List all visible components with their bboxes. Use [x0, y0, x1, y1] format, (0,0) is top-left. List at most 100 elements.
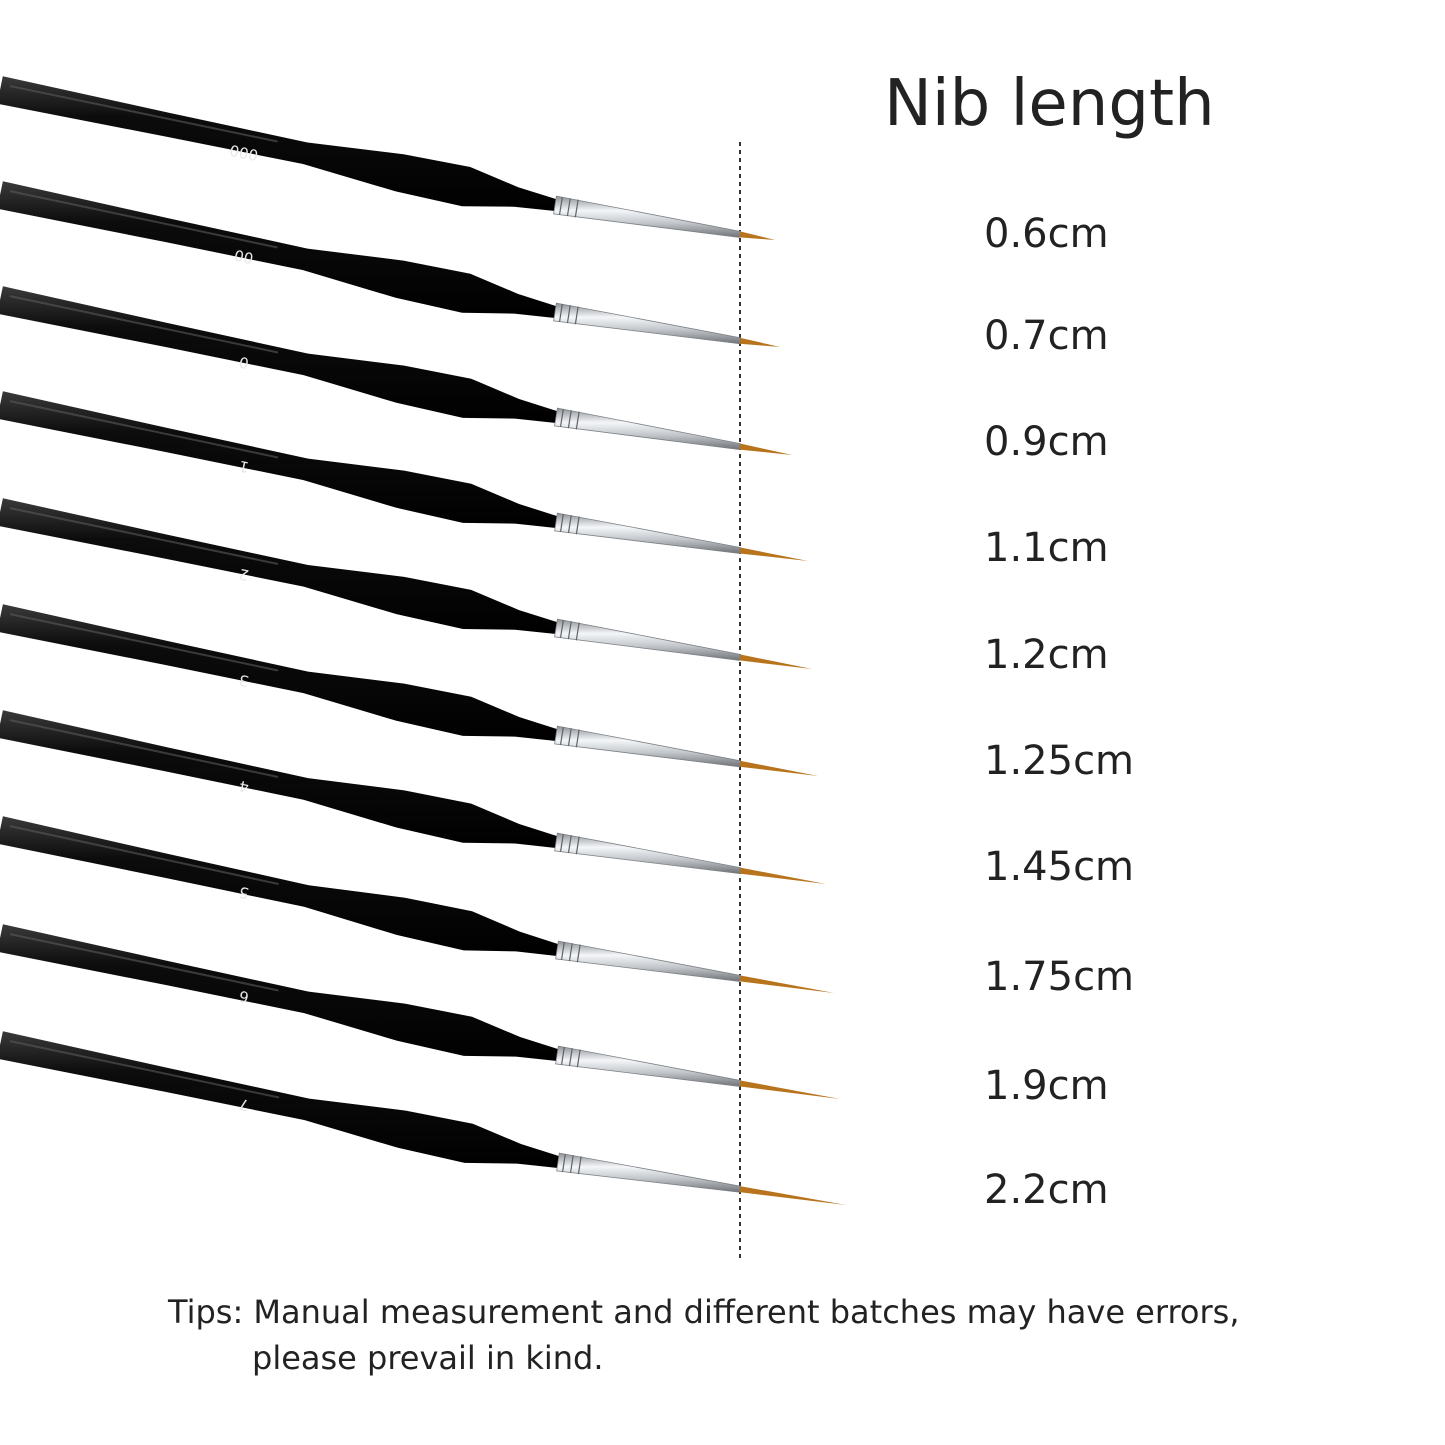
- brush-size-label: 0: [237, 353, 250, 373]
- brush-handle: [0, 391, 558, 528]
- handle-highlight: [9, 400, 279, 459]
- nib-length-label: 0.9cm: [984, 419, 1109, 465]
- paint-brush: 6: [0, 924, 840, 1099]
- brush-size-label: 3: [237, 671, 250, 691]
- brush-ferrule: [554, 512, 741, 554]
- ferrule-crimp: [567, 410, 572, 429]
- handle-highlight: [9, 719, 279, 778]
- nib-length-label: 1.9cm: [984, 1063, 1109, 1109]
- brush-size-label: 6: [237, 987, 250, 1007]
- brush-ferrule: [556, 1152, 741, 1193]
- brush-bristle-tip: [739, 975, 834, 993]
- handle-highlight: [9, 825, 279, 885]
- paint-brush: 00: [0, 181, 780, 347]
- ferrule-crimp: [567, 835, 572, 854]
- handle-highlight: [9, 295, 279, 354]
- ferrule-crimp: [567, 728, 572, 747]
- brush-size-label: 2: [237, 565, 250, 585]
- nib-length-label: 1.75cm: [984, 954, 1135, 1000]
- paint-brush: 5: [0, 816, 834, 993]
- ferrule-crimp: [575, 411, 580, 430]
- ferrule-crimp: [566, 198, 571, 217]
- brush-handle: [0, 924, 559, 1061]
- paint-brush: 1: [0, 391, 808, 561]
- brush-size-label: 000: [228, 141, 260, 164]
- ferrule-crimp: [559, 408, 564, 427]
- brush-bristle-tip: [739, 1080, 840, 1099]
- brush-handle: [0, 710, 558, 848]
- nib-length-label: 1.25cm: [984, 738, 1135, 784]
- brush-bristle-tip: [739, 231, 775, 240]
- ferrule-crimp: [560, 1046, 565, 1065]
- nib-length-label: 0.7cm: [984, 313, 1109, 359]
- ferrule-crimp: [558, 196, 563, 215]
- brush-ferrule: [555, 1045, 741, 1087]
- brush-bristle-tip: [739, 867, 826, 884]
- brush-bristle-tip: [739, 1186, 846, 1205]
- ferrule-crimp: [575, 516, 580, 535]
- brush-handle: [0, 604, 558, 741]
- ferrule-crimp: [574, 199, 579, 218]
- ferrule-crimp: [560, 941, 565, 960]
- brush-size-label: 4: [237, 777, 250, 797]
- ferrule-crimp: [568, 1048, 573, 1067]
- ferrule-crimp: [568, 943, 573, 962]
- tips-note: Tips: Manual measurement and different b…: [168, 1293, 1240, 1331]
- handle-highlight: [9, 190, 278, 249]
- nib-length-label: 1.45cm: [984, 844, 1135, 890]
- ferrule-crimp: [566, 305, 571, 324]
- nib-length-label: 0.6cm: [984, 211, 1109, 257]
- brush-bristle-tip: [739, 760, 818, 776]
- ferrule-crimp: [558, 303, 563, 322]
- brush-ferrule: [553, 195, 741, 238]
- brush-ferrule: [553, 302, 741, 345]
- paint-brush: 2: [0, 498, 812, 669]
- brush-size-label: 5: [237, 883, 250, 903]
- brush-handle: [0, 76, 557, 211]
- brush-size-label: 1: [237, 457, 250, 477]
- tips-note-continued: please prevail in kind.: [252, 1339, 604, 1377]
- handle-highlight: [9, 1040, 280, 1099]
- page-title: Nib length: [884, 67, 1215, 141]
- ferrule-crimp: [559, 513, 564, 532]
- brush-size-label: 7: [237, 1095, 250, 1115]
- brush-ferrule: [554, 618, 741, 661]
- paint-brush: 7: [0, 1031, 846, 1205]
- brush-bristle-tip: [739, 654, 812, 669]
- paint-brush: 4: [0, 710, 826, 884]
- brush-handle: [0, 816, 559, 956]
- brush-handle: [0, 498, 558, 634]
- handle-highlight: [9, 507, 279, 565]
- handle-highlight: [9, 613, 279, 672]
- nib-length-label: 1.1cm: [984, 525, 1109, 571]
- brush-bristle-tip: [739, 443, 792, 455]
- ferrule-crimp: [559, 619, 564, 638]
- handle-highlight: [9, 85, 278, 143]
- brush-handle: [0, 181, 557, 318]
- paint-brush: 3: [0, 604, 818, 776]
- ferrule-crimp: [575, 622, 580, 641]
- ferrule-crimp: [574, 306, 579, 325]
- ferrule-crimp: [567, 515, 572, 534]
- ferrule-crimp: [575, 729, 580, 748]
- brush-ferrule: [554, 832, 741, 875]
- ferrule-crimp: [562, 1153, 566, 1172]
- brush-handle: [0, 1031, 560, 1168]
- paint-brush: 000: [0, 76, 775, 240]
- brush-bristle-tip: [739, 337, 780, 347]
- ferrule-crimp: [559, 726, 564, 745]
- nib-length-label: 2.2cm: [984, 1167, 1109, 1213]
- brush-handle: [0, 286, 558, 423]
- brush-ferrule: [555, 940, 741, 982]
- ferrule-crimp: [575, 836, 580, 855]
- handle-highlight: [9, 933, 279, 992]
- ferrule-crimp: [567, 621, 572, 640]
- brush-ferrule: [554, 407, 741, 451]
- ferrule-crimp: [576, 1049, 581, 1068]
- paint-brush: 0: [0, 286, 792, 455]
- ferrule-crimp: [559, 833, 564, 852]
- ferrule-crimp: [576, 944, 581, 963]
- brush-size-label: 00: [233, 246, 255, 268]
- ferrule-crimp: [577, 1156, 582, 1175]
